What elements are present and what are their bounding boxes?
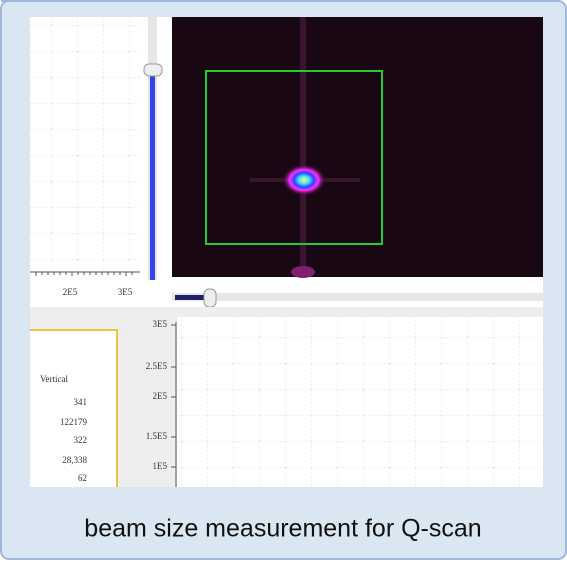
- beam-ghost: [291, 266, 315, 278]
- stats-header: Vertical: [40, 374, 68, 384]
- y-tick-label: 1E5: [153, 461, 168, 471]
- slider-thumb[interactable]: [144, 64, 162, 76]
- y-tick-label: 1.5E5: [146, 431, 168, 441]
- stat-value: 341: [74, 397, 88, 407]
- y-tick-label: 3E5: [153, 319, 168, 329]
- slider-fill: [175, 295, 208, 300]
- caption: beam size measurement for Q-scan: [84, 515, 481, 543]
- plot-grid: [177, 317, 543, 487]
- y-tick-label: 2E5: [153, 391, 168, 401]
- stat-value: 122179: [60, 417, 88, 427]
- camera-image: [172, 17, 543, 277]
- screenshot: 2E5 3E5 Vertical 341 122179 322 28,338 62 3E…: [0, 0, 567, 560]
- profile-grid: [30, 17, 140, 272]
- stat-value: 28,338: [62, 455, 87, 465]
- y-tick-label: 2.5E5: [146, 361, 168, 371]
- stat-value: 62: [78, 473, 87, 483]
- beam-spot: [282, 164, 326, 196]
- x-tick-label: 3E5: [118, 287, 133, 297]
- stat-value: 322: [74, 435, 88, 445]
- slider-fill: [150, 75, 155, 280]
- slider-track: [172, 293, 543, 301]
- slider-thumb[interactable]: [204, 289, 216, 307]
- x-tick-label: 2E5: [63, 287, 78, 297]
